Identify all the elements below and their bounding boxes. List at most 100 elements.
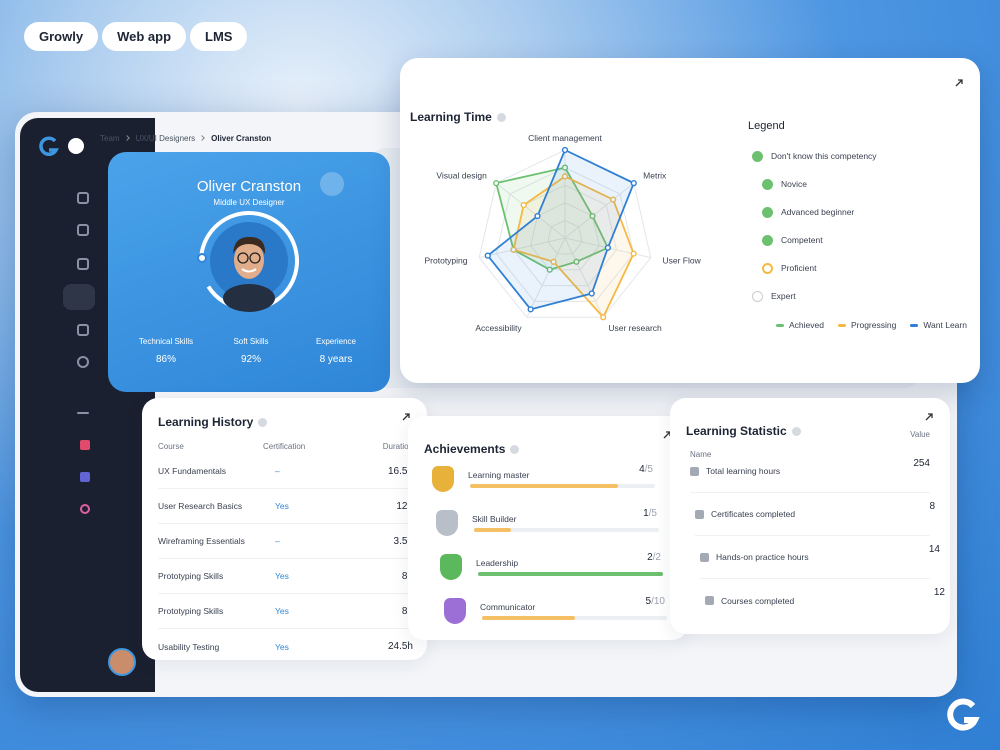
app-icon[interactable] [80, 440, 90, 450]
help-icon[interactable] [496, 113, 506, 123]
nav-icon[interactable] [77, 324, 89, 336]
expand-icon[interactable] [401, 412, 411, 422]
stat-name-cell: Total learning hours [690, 466, 870, 476]
radar-area [495, 166, 610, 271]
axis-label: Visual design [436, 171, 487, 181]
add-icon[interactable] [77, 412, 89, 414]
legend-swatch [837, 323, 846, 327]
progress-bar [482, 616, 575, 620]
legend-item[interactable]: Want Learn [910, 320, 967, 330]
radar-point [493, 180, 500, 187]
table-cell: Yes [275, 606, 289, 616]
breadcrumb-item[interactable]: Team [100, 134, 120, 143]
achievement-score: 1/5 [643, 508, 657, 519]
progress-bar [470, 484, 618, 488]
tag-pill[interactable]: Growly [24, 22, 99, 51]
profile-name: Oliver Cranston [196, 178, 302, 195]
stat-name: Certificates completed [711, 509, 796, 519]
table-header: Course Certification Duration [158, 438, 413, 454]
help-icon[interactable] [258, 418, 268, 428]
level-item: Don't know this competency [752, 142, 952, 170]
table-cell: – [275, 536, 280, 546]
radar-point [630, 250, 637, 257]
axis-label: Client management [528, 133, 602, 143]
table-cell: 8h [358, 606, 413, 617]
nav-icon[interactable] [77, 356, 89, 368]
tag-bar: Growly Web app LMS [24, 22, 251, 51]
user-avatar[interactable] [108, 648, 136, 676]
axis-label: User Flow [662, 255, 701, 265]
level-item: Expert [752, 282, 952, 310]
table-cell: 8h [358, 571, 413, 582]
radar-point [573, 258, 580, 265]
nav-active[interactable] [63, 284, 95, 310]
achievement-done: 5 [645, 596, 652, 607]
table-cell: 3.5h [393, 535, 413, 547]
legend-item[interactable]: Achieved [776, 320, 824, 330]
radar-point [561, 173, 569, 180]
radar-point [546, 266, 553, 273]
axis-label: User research [608, 323, 662, 333]
radar-point [561, 146, 569, 154]
card-title: Learning Time [410, 110, 492, 124]
medal [432, 466, 454, 492]
menu-button[interactable] [320, 172, 344, 196]
progress-track [470, 484, 655, 488]
table-row: Total learning hours 254 [690, 450, 930, 493]
stat-name-cell: Hands-on practice hours [700, 552, 880, 562]
brand-logo [947, 698, 980, 731]
radar-point [610, 196, 617, 203]
achievement-total: /2 [652, 552, 661, 563]
axis-line [495, 182, 566, 239]
app-icon[interactable] [80, 504, 90, 514]
axis-line [479, 237, 566, 259]
app-icon[interactable] [80, 472, 90, 482]
stat-icon [700, 552, 709, 562]
radar-point [588, 290, 595, 297]
achievement-done: 1 [643, 508, 649, 519]
series-legend: Achieved Progressing Want Learn [776, 320, 967, 330]
level-label: Competent [781, 235, 823, 245]
achievement-total: /10 [651, 596, 665, 607]
expand-icon[interactable] [924, 412, 934, 422]
stat-name: Hands-on practice hours [716, 552, 809, 562]
collapse-button[interactable] [68, 138, 84, 154]
table-row: Prototyping Skills Yes 8h [158, 594, 413, 629]
radar-point [561, 164, 569, 171]
level-label: Proficient [781, 263, 817, 273]
card-header: Achievements [424, 442, 520, 456]
profile-stat: Technical Skills 86% [126, 337, 206, 365]
axis-line [564, 182, 635, 239]
table-cell: Yes [275, 571, 289, 581]
radar-point [550, 258, 557, 265]
achievement-score: 5/10 [646, 596, 665, 607]
tag-pill[interactable]: Web app [102, 22, 187, 51]
nav-icon[interactable] [77, 258, 89, 270]
level-icon [762, 178, 773, 190]
radar-point [589, 212, 596, 220]
legend-item[interactable]: Progressing [837, 320, 897, 330]
legend-label: Progressing [850, 320, 897, 330]
legend-label: Want Learn [923, 320, 967, 330]
stat-name: Courses completed [721, 595, 795, 606]
help-icon[interactable] [791, 427, 801, 437]
stat-label: Soft Skills [233, 337, 269, 346]
stat-icon [690, 466, 699, 476]
radar-area [512, 175, 635, 319]
tag-pill[interactable]: LMS [190, 22, 248, 51]
achievement-name: Skill Builder [472, 514, 517, 524]
grid-ring [495, 167, 635, 302]
level-item: Advanced beginner [762, 198, 952, 226]
breadcrumb-item[interactable]: UX/UI Designers [135, 134, 196, 143]
achievement: Leadership 2/2 [428, 548, 673, 592]
expand-icon[interactable] [954, 78, 964, 88]
axis-label: Prototyping [425, 255, 468, 265]
radar-point [600, 314, 607, 321]
card-title: Learning History [158, 415, 254, 429]
table-row: Usability Testing Yes 24.5h [158, 629, 413, 664]
profile-role: Middle UX Designer [213, 198, 285, 207]
nav-icon[interactable] [77, 224, 89, 236]
nav-icon[interactable] [77, 192, 89, 204]
radar-point [484, 252, 491, 259]
help-icon[interactable] [510, 445, 520, 455]
